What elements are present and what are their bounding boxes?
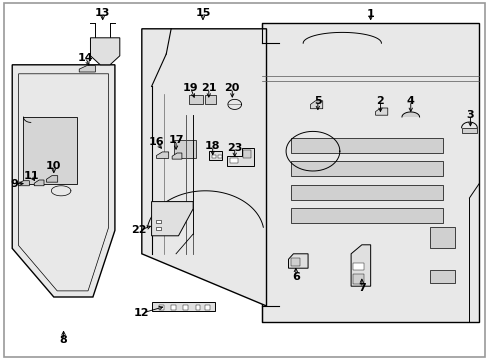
Polygon shape — [172, 153, 182, 159]
FancyBboxPatch shape — [183, 305, 188, 310]
Polygon shape — [151, 302, 215, 311]
FancyBboxPatch shape — [195, 305, 200, 310]
Text: 22: 22 — [131, 225, 147, 235]
Text: 11: 11 — [24, 171, 40, 181]
FancyBboxPatch shape — [290, 208, 442, 223]
FancyBboxPatch shape — [352, 263, 363, 270]
Text: 7: 7 — [357, 283, 365, 293]
Text: 13: 13 — [95, 8, 110, 18]
FancyBboxPatch shape — [159, 305, 163, 310]
Text: 16: 16 — [148, 137, 164, 147]
Text: 18: 18 — [204, 141, 220, 151]
FancyBboxPatch shape — [156, 220, 161, 223]
Text: 4: 4 — [406, 96, 414, 106]
FancyBboxPatch shape — [429, 270, 454, 283]
Text: 1: 1 — [366, 9, 374, 19]
Text: 2: 2 — [376, 96, 384, 106]
FancyBboxPatch shape — [171, 305, 176, 310]
Text: 21: 21 — [201, 83, 216, 93]
FancyBboxPatch shape — [290, 185, 442, 200]
Polygon shape — [350, 245, 370, 286]
FancyBboxPatch shape — [352, 274, 363, 284]
Polygon shape — [90, 38, 120, 65]
Text: 10: 10 — [46, 161, 61, 171]
FancyBboxPatch shape — [461, 128, 476, 133]
Polygon shape — [142, 29, 266, 306]
FancyBboxPatch shape — [205, 95, 216, 104]
FancyBboxPatch shape — [173, 140, 195, 158]
FancyBboxPatch shape — [188, 95, 203, 104]
FancyBboxPatch shape — [156, 227, 161, 230]
Polygon shape — [34, 180, 44, 186]
Polygon shape — [46, 176, 58, 182]
Text: 12: 12 — [134, 308, 149, 318]
Polygon shape — [261, 23, 478, 322]
FancyBboxPatch shape — [23, 117, 77, 184]
Polygon shape — [226, 148, 254, 166]
FancyBboxPatch shape — [243, 150, 250, 158]
FancyBboxPatch shape — [211, 155, 216, 158]
Text: 15: 15 — [195, 8, 210, 18]
FancyBboxPatch shape — [217, 155, 222, 158]
Text: 14: 14 — [78, 53, 93, 63]
Polygon shape — [156, 152, 168, 158]
Text: 6: 6 — [291, 272, 299, 282]
Text: 8: 8 — [60, 335, 67, 345]
Text: 3: 3 — [466, 110, 473, 120]
FancyBboxPatch shape — [290, 161, 442, 176]
Text: 5: 5 — [313, 96, 321, 106]
FancyBboxPatch shape — [290, 138, 442, 153]
Polygon shape — [209, 151, 222, 160]
Polygon shape — [375, 108, 387, 115]
Polygon shape — [12, 65, 115, 297]
Text: 17: 17 — [168, 135, 183, 145]
Polygon shape — [19, 181, 29, 186]
Text: 23: 23 — [226, 143, 242, 153]
Polygon shape — [79, 66, 95, 72]
FancyBboxPatch shape — [429, 227, 454, 248]
Text: 20: 20 — [224, 83, 240, 93]
FancyBboxPatch shape — [205, 305, 210, 310]
FancyBboxPatch shape — [291, 258, 300, 266]
Text: 19: 19 — [183, 83, 198, 93]
FancyBboxPatch shape — [229, 158, 237, 163]
Polygon shape — [288, 254, 307, 268]
Text: 9: 9 — [11, 179, 19, 189]
Polygon shape — [310, 101, 322, 109]
Polygon shape — [151, 202, 193, 236]
